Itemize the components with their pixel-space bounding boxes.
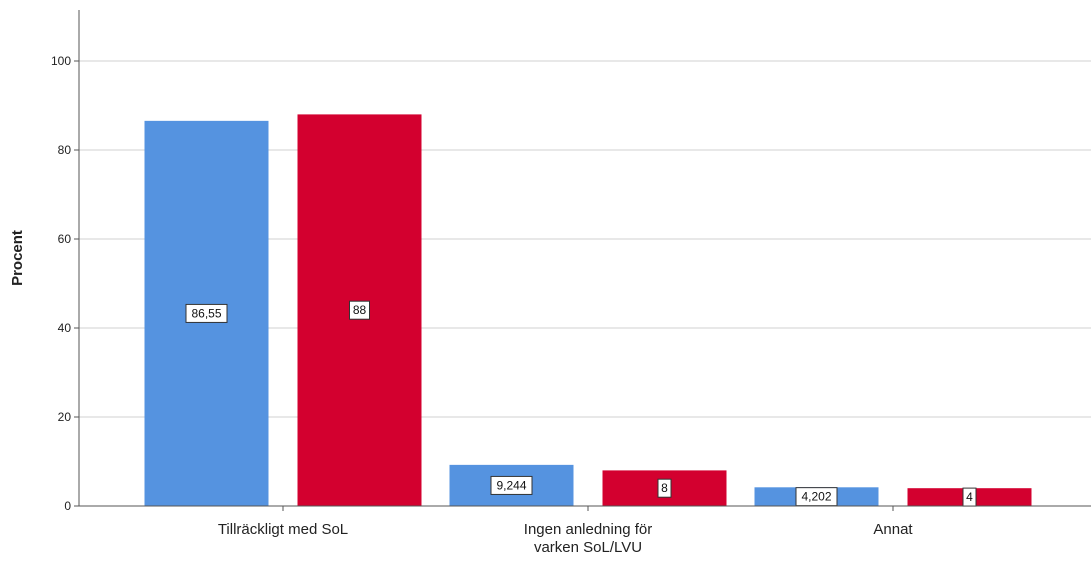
data-label-box (657, 478, 672, 498)
x-category-labels: Tillräckligt med SoL Ingen anledning för v… (218, 506, 913, 556)
data-label: 9,244 (496, 478, 526, 492)
y-tick-label: 80 (58, 143, 72, 157)
x-category-label-line: Tillräckligt med SoL (218, 521, 348, 538)
y-tick-label: 0 (64, 499, 71, 513)
data-label: 86,55 (191, 306, 221, 320)
y-tick-labels: 0 20 40 60 80 100 (51, 54, 71, 513)
x-category-label: Annat (873, 521, 913, 538)
x-category-label: Ingen anledning för varken SoL/LVU (524, 521, 652, 556)
y-tick-label: 40 (58, 321, 72, 335)
y-axis-title: Procent (9, 230, 26, 286)
y-tick-label: 20 (58, 410, 72, 424)
x-category-label: Tillräckligt med SoL (218, 521, 348, 538)
x-category-label-line: varken SoL/LVU (534, 539, 642, 556)
data-labels: 86,55 88 9,244 8 4,202 4 (185, 300, 977, 507)
data-label: 4,202 (801, 490, 831, 504)
data-label-box (185, 303, 228, 323)
data-label: 88 (353, 303, 367, 317)
data-label: 4 (966, 490, 973, 504)
y-tick-label: 100 (51, 54, 71, 68)
data-label-box (490, 475, 533, 495)
bars (144, 114, 1032, 507)
x-category-label-line: Annat (873, 521, 913, 538)
data-label-box (349, 300, 370, 320)
x-category-label-line: Ingen anledning för (524, 521, 652, 538)
y-tick-label: 60 (58, 232, 72, 246)
data-label: 8 (661, 481, 668, 495)
